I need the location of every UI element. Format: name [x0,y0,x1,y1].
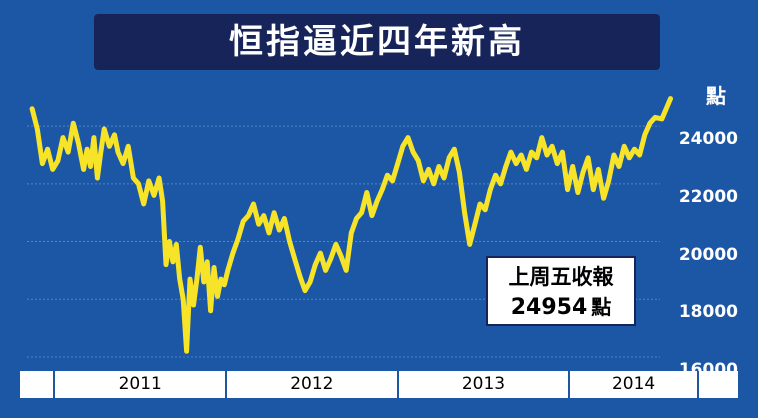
callout-unit: 點 [591,295,612,319]
callout-caption: 上周五收報 [508,265,614,289]
year-separator [396,371,399,398]
hang-seng-line [29,96,673,354]
x-tick-label-2011: 2011 [118,374,162,394]
year-separator [225,371,228,398]
x-tick-label-2014: 2014 [611,374,656,394]
title-banner [94,14,660,70]
x-axis-bar [20,371,738,398]
y-tick-label-20000: 20000 [678,244,738,265]
latest-close-callout: 上周五收報 24954 點 [486,256,636,326]
x-tick-label-2012: 2012 [290,374,334,394]
callout-value: 24954 [510,295,588,320]
x-tick-label-2013: 2013 [461,374,506,394]
y-tick-label-22000: 22000 [678,186,738,207]
year-separator [53,371,56,398]
year-separator [696,371,699,398]
year-separator [568,371,571,398]
y-axis-unit-label: 點 [706,84,726,108]
callout-value-line: 24954 點 [488,291,634,320]
y-tick-label-18000: 18000 [678,302,738,323]
y-tick-label-24000: 24000 [678,129,738,150]
chart-title: 恒指逼近四年新高 [229,22,525,62]
